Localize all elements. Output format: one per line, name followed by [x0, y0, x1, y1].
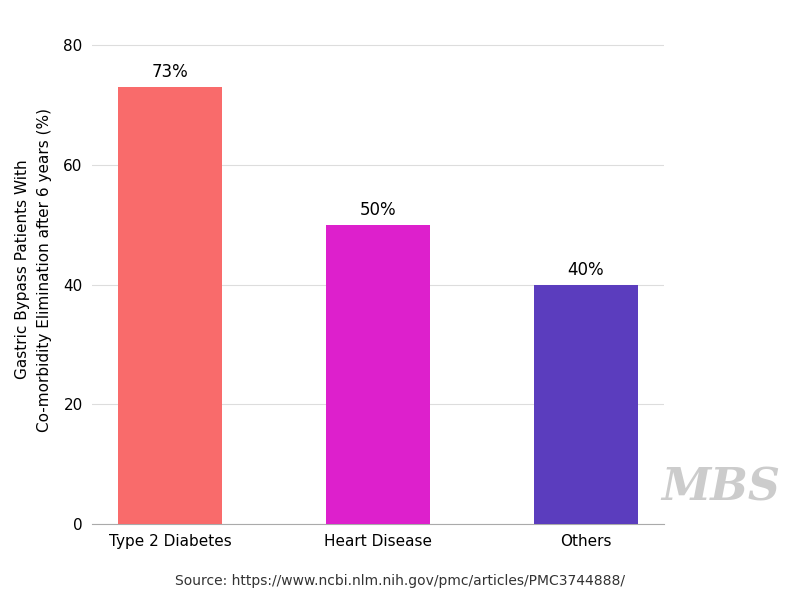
Bar	[326, 225, 430, 524]
Text: 73%: 73%	[152, 63, 189, 81]
Bar	[534, 284, 638, 524]
Bar	[118, 87, 222, 524]
Text: Source: https://www.ncbi.nlm.nih.gov/pmc/articles/PMC3744888/: Source: https://www.ncbi.nlm.nih.gov/pmc…	[175, 574, 625, 588]
Text: 50%: 50%	[360, 201, 396, 219]
Text: MBS: MBS	[661, 466, 780, 509]
Y-axis label: Gastric Bypass Patients With
Co-morbidity Elimination after 6 years (%): Gastric Bypass Patients With Co-morbidit…	[15, 107, 52, 431]
Text: 40%: 40%	[567, 260, 604, 278]
